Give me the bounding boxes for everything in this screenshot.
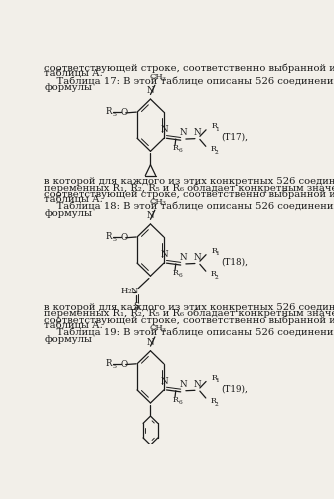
Text: O: O: [120, 233, 127, 243]
Text: N: N: [194, 380, 201, 389]
Text: 2: 2: [214, 275, 218, 280]
Text: формулы: формулы: [44, 335, 92, 344]
Text: 5: 5: [113, 364, 117, 369]
Text: R: R: [211, 270, 217, 278]
Text: N: N: [160, 125, 168, 134]
Text: 5: 5: [113, 112, 117, 117]
Text: (T17),: (T17),: [221, 133, 248, 142]
Text: 3: 3: [162, 328, 166, 333]
Text: переменных R₁, R₂, R₅ и R₆ обладает конкретным значением, указанным в: переменных R₁, R₂, R₅ и R₆ обладает конк…: [44, 183, 334, 193]
Text: CH: CH: [149, 198, 163, 206]
Text: 6: 6: [179, 148, 183, 154]
Text: (T18),: (T18),: [221, 257, 248, 266]
Text: Таблица 18: В этой таблице описаны 526 соединений Т18.1.1 - Т18.1.526: Таблица 18: В этой таблице описаны 526 с…: [44, 203, 334, 212]
Text: CH: CH: [149, 73, 163, 81]
Text: N: N: [131, 287, 138, 295]
Text: соответствующей строке, соответственно выбранной из 526 строк А.1.1 - А.1.526: соответствующей строке, соответственно в…: [44, 315, 334, 324]
Text: R: R: [211, 145, 217, 153]
Text: N: N: [179, 380, 187, 389]
Text: 1: 1: [215, 127, 219, 132]
Text: R: R: [212, 247, 218, 255]
Text: 2: 2: [214, 150, 218, 155]
Text: N: N: [194, 253, 201, 262]
Text: N: N: [160, 250, 168, 259]
Text: R: R: [212, 122, 218, 130]
Text: N: N: [147, 211, 154, 220]
Text: Таблица 17: В этой таблице описаны 526 соединений Т17.1.1 - Т17.1.526: Таблица 17: В этой таблице описаны 526 с…: [44, 77, 334, 86]
Text: Таблица 19: В этой таблице описаны 526 соединений Т19.1.1 - Т19.1.526: Таблица 19: В этой таблице описаны 526 с…: [44, 328, 334, 337]
Text: 2: 2: [214, 402, 218, 407]
Text: 6: 6: [179, 273, 183, 278]
Text: таблицы А.: таблицы А.: [44, 70, 103, 79]
Text: N: N: [160, 377, 168, 386]
Text: 6: 6: [179, 400, 183, 405]
Text: R: R: [211, 397, 217, 405]
Text: N: N: [147, 86, 154, 95]
Text: в которой для каждого из этих конкретных 526 соединений каждая из: в которой для каждого из этих конкретных…: [44, 177, 334, 186]
Text: N: N: [179, 129, 187, 138]
Text: N: N: [179, 253, 187, 262]
Text: 5: 5: [113, 237, 117, 242]
Text: R: R: [172, 396, 178, 404]
Text: R: R: [172, 144, 178, 152]
Text: 3: 3: [162, 202, 166, 207]
Text: таблицы А.: таблицы А.: [44, 196, 103, 205]
Text: соответствующей строке, соответственно выбранной из 526 строк А.1.1 - А.1.526: соответствующей строке, соответственно в…: [44, 64, 334, 73]
Text: O: O: [120, 108, 127, 117]
Text: 3: 3: [162, 76, 166, 82]
Text: R: R: [212, 374, 218, 382]
Text: в которой для каждого из этих конкретных 526 соединений каждая из: в которой для каждого из этих конкретных…: [44, 303, 334, 312]
Text: N: N: [147, 337, 154, 346]
Text: переменных R₁, R₂, R₅ и R₆ обладает конкретным значением, указанным в: переменных R₁, R₂, R₅ и R₆ обладает конк…: [44, 309, 334, 318]
Text: 1: 1: [215, 378, 219, 383]
Text: S: S: [133, 302, 139, 311]
Text: R: R: [105, 232, 112, 241]
Text: R: R: [172, 269, 178, 277]
Text: H: H: [120, 287, 128, 295]
Text: формулы: формулы: [44, 83, 92, 92]
Text: N: N: [194, 129, 201, 138]
Text: 2: 2: [127, 289, 131, 294]
Text: O: O: [120, 360, 127, 369]
Text: таблицы А.: таблицы А.: [44, 321, 103, 330]
Text: (T19),: (T19),: [221, 384, 248, 393]
Text: 1: 1: [215, 251, 219, 256]
Text: R: R: [105, 107, 112, 116]
Text: CH: CH: [149, 324, 163, 332]
Text: R: R: [105, 359, 112, 368]
Text: соответствующей строке, соответственно выбранной из 526 строк А.1.1 - А.1.526: соответствующей строке, соответственно в…: [44, 189, 334, 199]
Text: формулы: формулы: [44, 209, 92, 218]
